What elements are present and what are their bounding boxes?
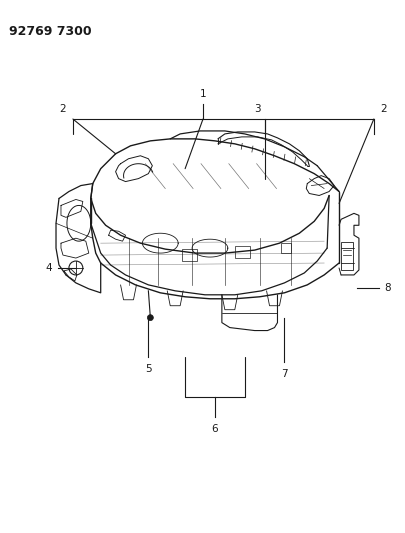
Circle shape	[147, 314, 153, 321]
Bar	[182, 249, 196, 261]
Text: 3: 3	[254, 104, 260, 114]
Text: 5: 5	[145, 365, 151, 374]
Text: 1: 1	[199, 89, 206, 99]
Bar	[340, 242, 352, 270]
Text: 92769 7300: 92769 7300	[9, 25, 92, 38]
Bar	[234, 246, 249, 258]
Text: 8: 8	[383, 283, 390, 293]
Text: 4: 4	[46, 263, 52, 273]
Text: 2: 2	[60, 104, 66, 114]
Text: 2: 2	[379, 104, 386, 114]
Text: 6: 6	[211, 424, 218, 434]
Text: 7: 7	[280, 369, 287, 379]
Bar	[281, 243, 291, 253]
